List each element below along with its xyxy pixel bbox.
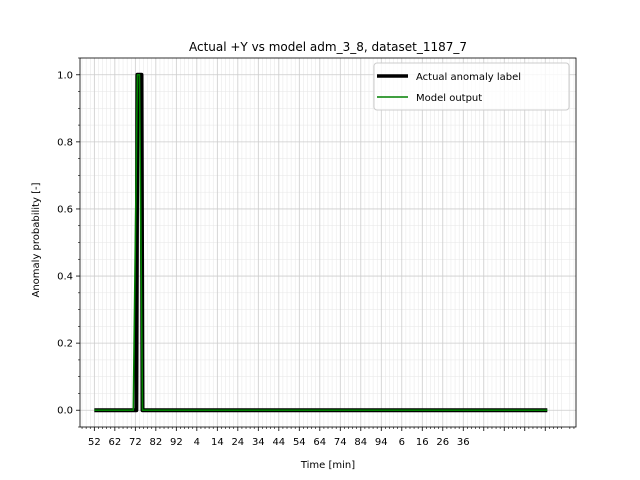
x-tick-label: 94 [375,437,388,448]
x-tick-label: 82 [149,437,162,448]
y-tick-label: 0.6 [57,204,73,215]
x-tick-label: 16 [416,437,429,448]
x-tick-label: 44 [272,437,285,448]
legend-label-actual: Actual anomaly label [416,72,521,83]
series-layer [94,72,548,413]
x-tick-label: 26 [436,437,449,448]
legend: Actual anomaly label Model output [373,62,570,111]
x-tick-label: 62 [108,437,121,448]
x-axis-ticks: 52 62 72 82 92 4 14 24 34 44 54 64 74 84 94 6 16 26 36 [81,427,575,448]
y-axis-ticks: 0.0 0.2 0.4 0.6 0.8 1.0 [57,57,80,428]
x-tick-label: 72 [129,437,142,448]
x-tick-label: 14 [211,437,224,448]
x-tick-label: 84 [354,437,367,448]
x-tick-label: 34 [252,437,265,448]
y-tick-label: 0.2 [57,339,73,350]
x-tick-label: 36 [457,437,470,448]
chart-title: Actual +Y vs model adm_3_8, dataset_1187… [189,40,467,54]
y-tick-label: 0.4 [57,272,73,283]
y-axis-label: Anomaly probability [-] [31,182,42,297]
x-tick-label: 64 [313,437,326,448]
x-tick-label: 4 [194,437,200,448]
legend-label-model: Model output [416,93,482,104]
minor-grid [80,57,576,428]
legend-box [373,62,570,111]
x-tick-label: 54 [293,437,306,448]
y-tick-label: 0.0 [57,406,73,417]
x-tick-label: 92 [170,437,183,448]
x-axis-label: Time [min] [300,460,355,471]
x-tick-label: 74 [334,437,347,448]
series-model-output [94,73,548,412]
y-tick-label: 1.0 [57,70,73,81]
y-tick-label: 0.8 [57,137,73,148]
x-tick-label: 6 [399,437,405,448]
x-tick-label: 52 [88,437,101,448]
x-tick-label: 24 [231,437,244,448]
